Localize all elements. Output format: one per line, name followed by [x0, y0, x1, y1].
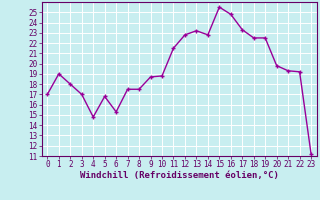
- X-axis label: Windchill (Refroidissement éolien,°C): Windchill (Refroidissement éolien,°C): [80, 171, 279, 180]
